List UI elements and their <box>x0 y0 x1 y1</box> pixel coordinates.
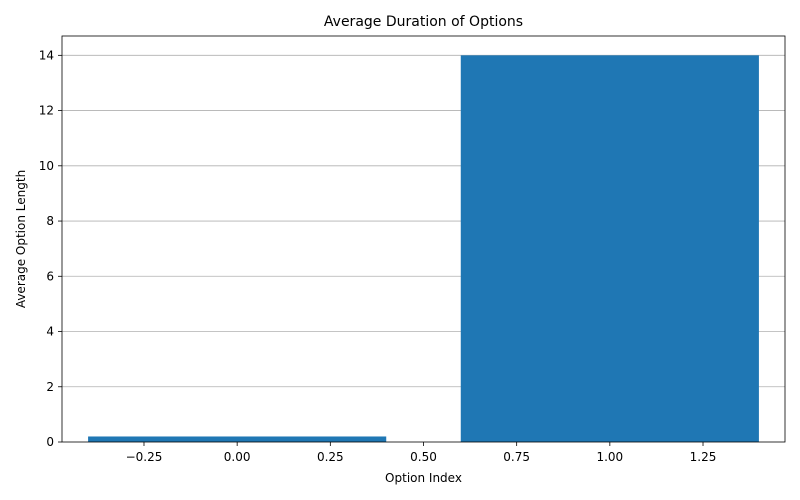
x-tick-label: 1.25 <box>690 450 717 464</box>
chart-title: Average Duration of Options <box>324 14 523 30</box>
y-tick-label: 12 <box>39 104 54 118</box>
y-tick-label: 0 <box>46 435 54 449</box>
y-axis-label: Average Option Length <box>14 170 28 308</box>
y-tick-label: 4 <box>46 325 54 339</box>
bar-layer <box>88 55 759 442</box>
x-axis-label: Option Index <box>385 471 462 485</box>
y-tick-label: 14 <box>39 48 54 62</box>
y-tick-label: 10 <box>39 159 54 173</box>
y-tick-label: 8 <box>46 214 54 228</box>
y-tick-label: 6 <box>46 269 54 283</box>
x-tick-label: 0.75 <box>503 450 530 464</box>
bar-0 <box>88 436 386 442</box>
x-tick-label: −0.25 <box>126 450 163 464</box>
y-tick-label: 2 <box>46 380 54 394</box>
bar-1 <box>461 55 759 442</box>
x-tick-label: 0.50 <box>410 450 437 464</box>
x-tick-label: 0.25 <box>317 450 344 464</box>
x-tick-label: 0.00 <box>224 450 251 464</box>
x-tick-label: 1.00 <box>596 450 623 464</box>
